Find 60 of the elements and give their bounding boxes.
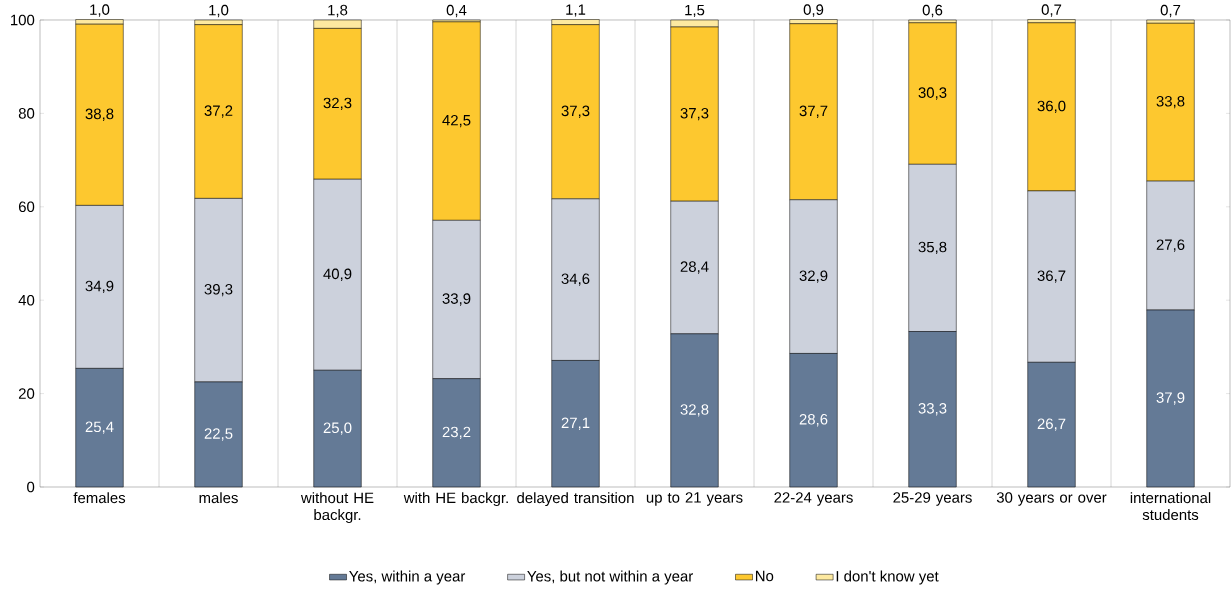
x-tick-label: 30 years or over <box>996 492 1107 506</box>
data-label: 40,9 <box>323 268 352 281</box>
data-label: 27,6 <box>1156 239 1185 252</box>
legend-label: Yes, within a year <box>349 570 466 585</box>
data-label: 1,8 <box>328 4 348 18</box>
y-tick-label: 80 <box>18 108 35 119</box>
data-label: 0,9 <box>803 4 824 17</box>
data-label: 33,9 <box>442 293 471 306</box>
legend-label: Yes, but not within a year <box>527 570 693 585</box>
data-label: 28,6 <box>799 414 828 427</box>
data-label: 0,7 <box>1160 4 1181 18</box>
x-tick-label: females <box>73 492 126 504</box>
y-tick-label: 0 <box>27 481 35 493</box>
data-label: 36,7 <box>1037 270 1066 283</box>
data-label: 34,9 <box>85 280 114 294</box>
data-label: 25,0 <box>323 422 352 435</box>
data-label: 1,1 <box>566 4 586 17</box>
data-label: 32,3 <box>323 97 352 110</box>
data-label: 0,4 <box>446 4 467 18</box>
x-tick-label: up to 21 years <box>646 492 743 506</box>
x-tick-label: international students <box>1130 492 1211 521</box>
data-label: 23,2 <box>442 426 471 439</box>
data-label: 26,7 <box>1037 418 1066 431</box>
data-label: 1,5 <box>685 4 705 18</box>
x-tick-label: with HE backgr. <box>403 492 508 507</box>
y-tick-label: 20 <box>18 388 35 399</box>
data-label: 36,0 <box>1037 100 1066 114</box>
data-label: 37,9 <box>1156 392 1185 405</box>
data-label: 37,2 <box>204 105 233 118</box>
data-label: 27,1 <box>561 417 590 430</box>
data-label: 37,3 <box>561 105 590 118</box>
y-tick-label: 60 <box>18 201 35 213</box>
data-label: 34,6 <box>561 273 590 286</box>
data-label: 1,0 <box>209 4 229 18</box>
x-tick-label: males <box>199 492 238 504</box>
y-tick-label: 100 <box>11 14 35 26</box>
data-label: 37,7 <box>799 105 828 118</box>
data-label: 30,3 <box>918 87 947 100</box>
data-label: 25,4 <box>85 421 114 434</box>
data-label: 42,5 <box>442 114 471 128</box>
data-label: 22,5 <box>204 428 233 441</box>
data-label: 39,3 <box>204 283 233 297</box>
data-label: 32,9 <box>799 270 828 283</box>
legend-label: No <box>755 570 774 582</box>
data-label: 0,6 <box>922 4 943 18</box>
y-tick-label: 40 <box>18 294 35 306</box>
data-label: 37,3 <box>680 107 709 121</box>
data-label: 33,3 <box>918 403 947 416</box>
x-tick-label: 22-24 years <box>774 492 853 506</box>
x-tick-label: without HE backgr. <box>300 492 374 524</box>
legend-label: I don't know yet <box>836 570 939 585</box>
data-label: 35,8 <box>918 241 947 255</box>
x-tick-label: 25-29 years <box>893 492 972 506</box>
data-label: 33,8 <box>1156 96 1185 109</box>
data-label: 38,8 <box>85 108 114 121</box>
data-label: 32,8 <box>680 404 709 417</box>
data-label: 28,4 <box>680 261 709 274</box>
data-label: 0,7 <box>1041 4 1062 17</box>
x-tick-label: delayed transition <box>517 492 634 507</box>
data-label: 1,0 <box>90 4 110 17</box>
